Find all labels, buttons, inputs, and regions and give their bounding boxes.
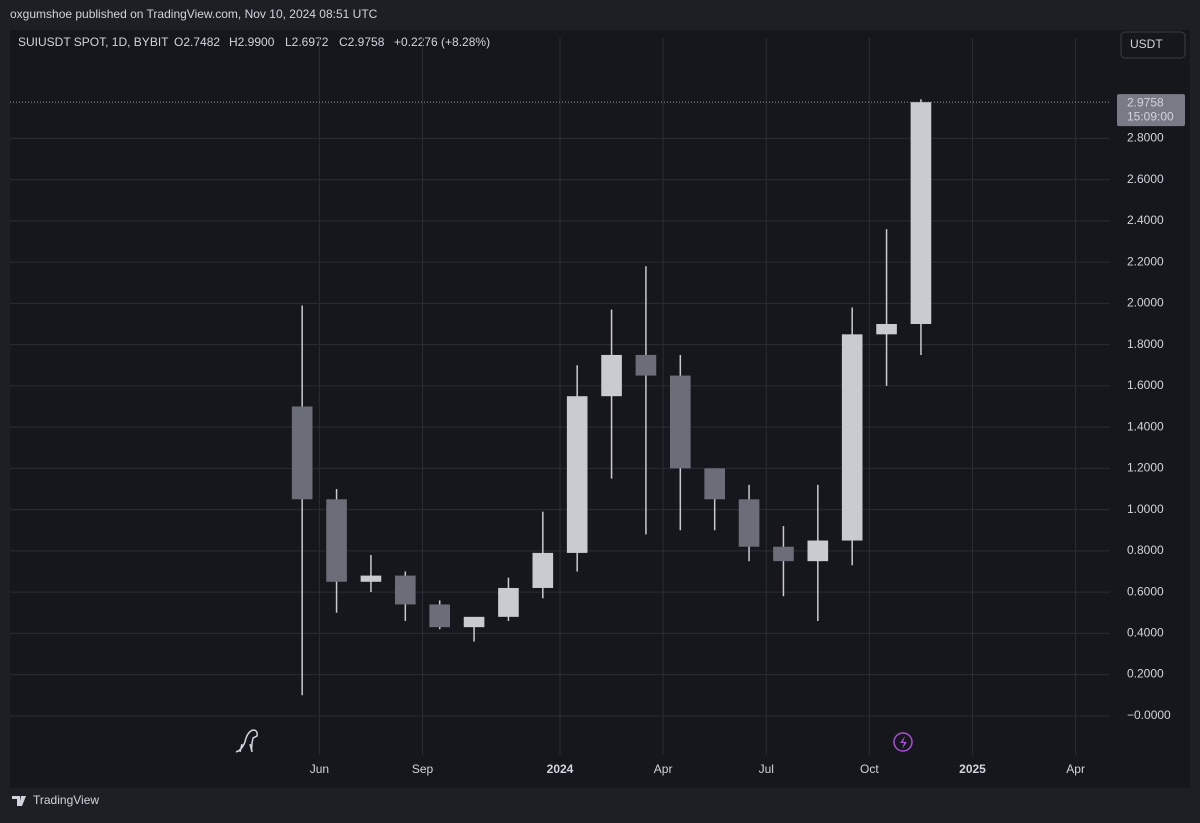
legend-change: +0.2276 (+8.28%) (394, 35, 490, 49)
y-tick-label: 1.2000 (1127, 461, 1164, 475)
candle-body (463, 616, 485, 628)
x-tick-label: Jun (310, 762, 329, 776)
y-tick-label: 0.2000 (1127, 667, 1164, 681)
candle-body (601, 354, 622, 397)
x-tick-label: Jul (759, 762, 774, 776)
y-tick-label: 2.8000 (1127, 131, 1164, 145)
y-tick-label: 1.6000 (1127, 378, 1164, 392)
candle-body (910, 102, 932, 325)
x-tick-label: Apr (1066, 762, 1085, 776)
x-tick-label: Sep (412, 762, 434, 776)
candle-body (532, 552, 554, 588)
header: oxgumshoe published on TradingView.com, … (10, 7, 378, 21)
candle-body (841, 334, 863, 541)
y-tick-label: −0.0000 (1127, 708, 1171, 722)
currency: USDT (1130, 37, 1163, 51)
candle-body (566, 396, 588, 553)
candle-body (429, 604, 450, 628)
legend-low: L2.6972 (285, 35, 329, 49)
legend-open: O2.7482 (174, 35, 220, 49)
price-tag-value: 2.9758 (1127, 95, 1164, 109)
candle-body (326, 499, 347, 582)
x-tick-label: 2024 (547, 762, 574, 776)
x-tick-label: 2025 (959, 762, 986, 776)
event-bolt (900, 736, 907, 749)
chart-panel (10, 30, 1190, 788)
legend-high: H2.9900 (229, 35, 275, 49)
candle-body (635, 354, 657, 376)
y-tick-label: 2.2000 (1127, 254, 1164, 268)
currency-button[interactable] (1120, 31, 1186, 59)
footer: TradingView (33, 793, 99, 807)
dino-icon (235, 729, 258, 753)
x-tick-label: Oct (860, 762, 879, 776)
logo-mark (12, 796, 26, 806)
x-tick-label: Apr (654, 762, 673, 776)
candle-body (395, 575, 416, 605)
candle-body (738, 499, 760, 547)
candle-body (498, 587, 519, 617)
candle-body (807, 540, 829, 562)
candle-body (670, 375, 691, 469)
y-tick-label: 1.0000 (1127, 502, 1164, 516)
y-tick-label: 2.4000 (1127, 213, 1164, 227)
y-tick-label: 0.4000 (1127, 626, 1164, 640)
candle-body (360, 575, 382, 582)
y-tick-label: 2.0000 (1127, 296, 1164, 310)
symbol: SUIUSDT SPOT, 1D, BYBIT (18, 35, 169, 49)
candle-body (773, 546, 794, 562)
candle-body (704, 468, 725, 500)
candle-body (876, 324, 897, 335)
legend-close: C2.9758 (339, 35, 385, 49)
y-tick-label: 0.6000 (1127, 584, 1164, 598)
candle-body (291, 406, 313, 500)
price-tag (1117, 94, 1185, 127)
y-tick-label: 2.6000 (1127, 172, 1164, 186)
y-tick-label: 1.8000 (1127, 337, 1164, 351)
event-icon[interactable] (893, 732, 913, 752)
y-tick-label: 0.8000 (1127, 543, 1164, 557)
price-tag-countdown: 15:09:00 (1127, 109, 1174, 123)
y-tick-label: 1.4000 (1127, 419, 1164, 433)
